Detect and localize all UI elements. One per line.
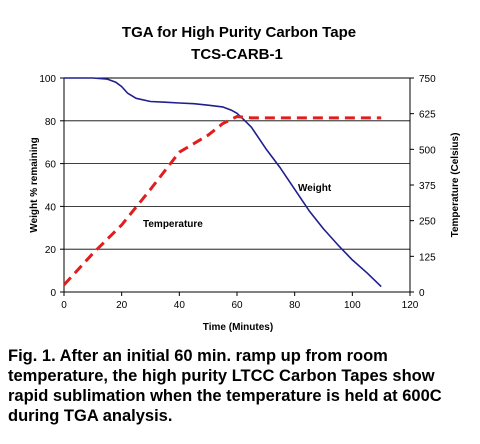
y-tick-label: 100 <box>39 74 56 85</box>
y2-tick-label: 625 <box>419 110 436 121</box>
y2-tick-label: 375 <box>419 181 436 192</box>
tga-chart: TGA for High Purity Carbon Tape TCS-CARB… <box>29 24 461 333</box>
weight-series-label: Weight <box>298 183 332 194</box>
x-tick-label: 80 <box>289 300 301 311</box>
x-tick-label: 100 <box>344 300 361 311</box>
plot-area-border <box>63 77 411 293</box>
x-tick-label: 20 <box>116 300 128 311</box>
y-tick-label: 80 <box>45 117 57 128</box>
temperature-line <box>62 115 382 286</box>
chart-panel: TGA for High Purity Carbon Tape TCS-CARB… <box>29 24 461 333</box>
y2-axis-title: Temperature (Celsius) <box>450 133 461 238</box>
y-tick-label: 60 <box>45 160 57 171</box>
weight-line <box>64 77 382 288</box>
figure-caption: Fig. 1. After an initial 60 min. ramp up… <box>8 347 442 425</box>
y2-tick-label: 500 <box>419 145 436 156</box>
y-axis-title: Weight % remaining <box>29 137 40 232</box>
x-tick-label: 40 <box>174 300 186 311</box>
axes <box>60 77 414 296</box>
series-lines <box>62 77 382 288</box>
tick-labels: 0 20 40 60 80 100 1200204060801000125250375500… <box>39 74 436 311</box>
y-tick-label: 40 <box>45 202 57 213</box>
y2-tick-label: 750 <box>419 74 436 85</box>
y2-tick-label: 250 <box>419 217 436 228</box>
chart-subtitle: TCS-CARB-1 <box>191 46 283 63</box>
x-tick-label: 0 <box>61 300 67 311</box>
y-tick-label: 0 <box>50 288 56 299</box>
y-tick-label: 20 <box>45 245 57 256</box>
temperature-series-label: Temperature <box>143 219 203 230</box>
x-tick-label: 60 <box>231 300 243 311</box>
x-axis-title: Time (Minutes) <box>203 322 273 333</box>
chart-title: TGA for High Purity Carbon Tape <box>122 24 356 41</box>
grid-lines <box>64 77 410 250</box>
y2-tick-label: 0 <box>419 288 425 299</box>
y2-tick-label: 125 <box>419 252 436 263</box>
x-tick-label: 120 <box>402 300 419 311</box>
